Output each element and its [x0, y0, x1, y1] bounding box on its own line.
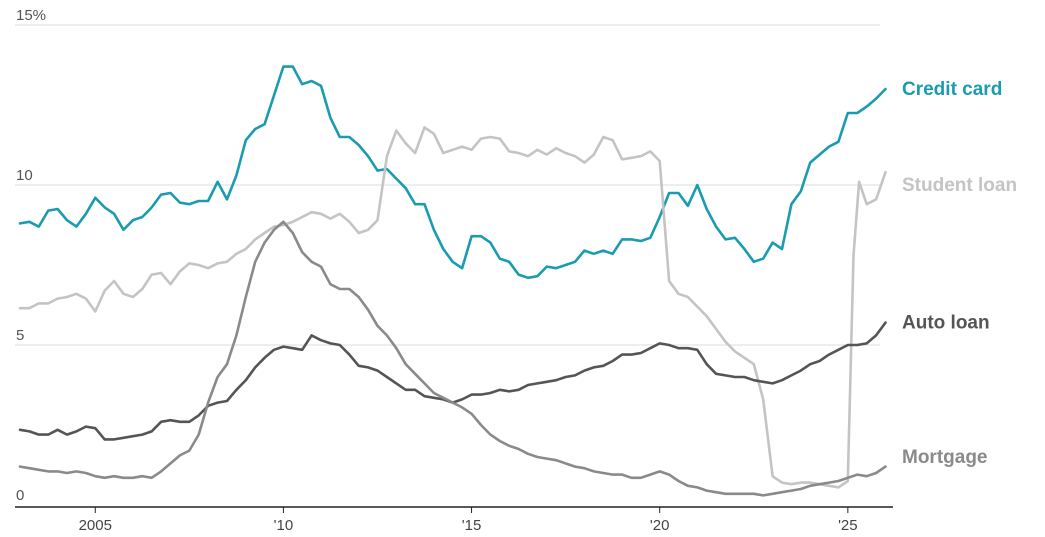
- series-label-mortgage: Mortgage: [902, 447, 988, 468]
- x-tick-label-2025: '25: [838, 517, 858, 534]
- y-tick-label-15: 15%: [16, 7, 46, 24]
- x-tick-label-2010: '10: [274, 517, 294, 534]
- y-tick-label-0: 0: [16, 487, 24, 504]
- gridlines: [15, 24, 880, 346]
- series-label-credit-card: Credit card: [902, 79, 1002, 100]
- series-labels: Credit card Student loan Auto loan Mortgage: [902, 79, 1017, 468]
- series-label-auto-loan: Auto loan: [902, 313, 990, 334]
- series-line-student-loan: [18, 126, 887, 489]
- x-tick-label-2020: '20: [650, 517, 670, 534]
- y-tick-label-5: 5: [16, 327, 24, 344]
- y-tick-label-10: 10: [16, 167, 33, 184]
- series-line-auto-loan: [18, 321, 887, 441]
- x-tick-label-2005: 2005: [79, 517, 112, 534]
- x-tick-label-2015: '15: [462, 517, 482, 534]
- series-label-student-loan: Student loan: [902, 175, 1017, 196]
- x-axis: 2005 '10 '15 '20 '25: [15, 506, 893, 534]
- y-axis-ticks: 0 5 10 15%: [16, 7, 46, 504]
- series-line-credit-card: [18, 65, 887, 280]
- series-lines: [18, 65, 887, 497]
- series-line-mortgage: [18, 220, 887, 497]
